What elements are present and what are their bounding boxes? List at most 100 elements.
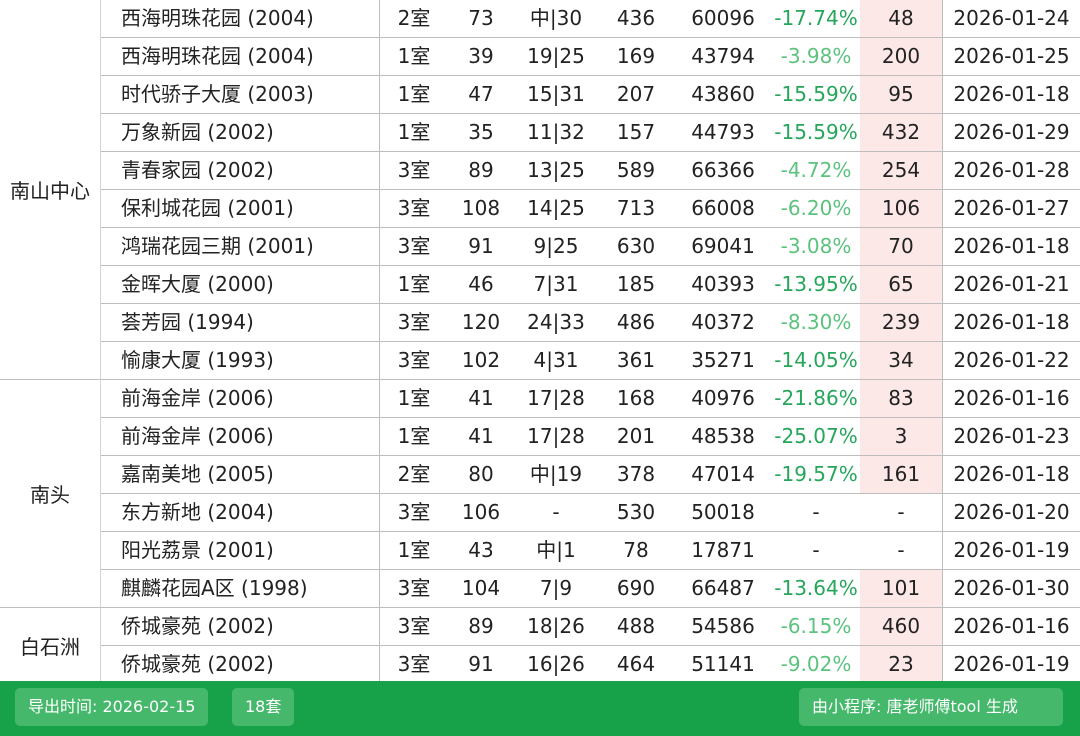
- export-time-label: 导出时间: 2026-02-15: [15, 688, 209, 726]
- listing-name: 前海金岸 (2006): [101, 418, 380, 455]
- total-price: 157: [616, 120, 656, 144]
- price-change: -13.95%: [774, 272, 858, 296]
- area-value: 47: [468, 82, 494, 106]
- total-price: 436: [616, 6, 656, 30]
- price-change: -17.74%: [774, 6, 858, 30]
- table-row[interactable]: 时代骄子大厦 (2003) 1室 47 15|31 207 43860 -15.59% 95 2…: [101, 76, 1080, 114]
- unit-price: 54586: [691, 614, 755, 638]
- listing-name: 鸿瑞花园三期 (2001): [101, 228, 380, 265]
- listing-name: 荟芳园 (1994): [101, 304, 380, 341]
- days-on-market: 70: [860, 228, 942, 265]
- listing-name: 侨城豪苑 (2002): [101, 646, 380, 683]
- table-row[interactable]: 东方新地 (2004) 3室 106 - 530 50018 - - 2026-01-20: [101, 494, 1080, 532]
- table-row[interactable]: 前海金岸 (2006) 1室 41 17|28 201 48538 -25.07% 3 2026…: [101, 418, 1080, 456]
- days-on-market: 34: [860, 342, 942, 379]
- floor-value: 9|25: [533, 234, 579, 258]
- price-change: -19.57%: [774, 462, 858, 486]
- floor-value: 19|25: [527, 44, 585, 68]
- listing-date: 2026-01-18: [942, 456, 1080, 493]
- room-type: 3室: [397, 348, 431, 372]
- table-row[interactable]: 阳光荔景 (2001) 1室 43 中|1 78 17871 - - 2026-01-19: [101, 532, 1080, 570]
- total-price: 185: [616, 272, 656, 296]
- unit-price: 66366: [691, 158, 755, 182]
- table-row[interactable]: 西海明珠花园 (2004) 2室 73 中|30 436 60096 -17.74% 48 20…: [101, 0, 1080, 38]
- area-value: 108: [461, 196, 501, 220]
- area-value: 35: [468, 120, 494, 144]
- room-type: 3室: [397, 234, 431, 258]
- days-on-market: 48: [860, 0, 942, 37]
- room-type: 1室: [397, 538, 431, 562]
- price-change: -4.72%: [780, 158, 852, 182]
- table-row[interactable]: 西海明珠花园 (2004) 1室 39 19|25 169 43794 -3.98% 200 2…: [101, 38, 1080, 76]
- table-row[interactable]: 麒麟花园A区 (1998) 3室 104 7|9 690 66487 -13.64% 101 2…: [101, 570, 1080, 608]
- listing-name: 万象新园 (2002): [101, 114, 380, 151]
- listing-date: 2026-01-29: [942, 114, 1080, 151]
- listing-date: 2026-01-25: [942, 38, 1080, 75]
- days-on-market: 3: [860, 418, 942, 455]
- total-price: 169: [616, 44, 656, 68]
- total-price: 486: [616, 310, 656, 334]
- table-row[interactable]: 金晖大厦 (2000) 1室 46 7|31 185 40393 -13.95% 65 2026…: [101, 266, 1080, 304]
- room-type: 3室: [397, 310, 431, 334]
- unit-price: 43860: [691, 82, 755, 106]
- total-price: 378: [616, 462, 656, 486]
- price-change: -14.05%: [774, 348, 858, 372]
- area-value: 39: [468, 44, 494, 68]
- table-row[interactable]: 青春家园 (2002) 3室 89 13|25 589 66366 -4.72% 254 202…: [101, 152, 1080, 190]
- days-on-market: 106: [860, 190, 942, 227]
- unit-price: 69041: [691, 234, 755, 258]
- total-price: 589: [616, 158, 656, 182]
- unit-price: 51141: [691, 652, 755, 676]
- floor-value: -: [552, 500, 560, 524]
- listing-date: 2026-01-27: [942, 190, 1080, 227]
- listing-name: 麒麟花园A区 (1998): [101, 570, 380, 607]
- floor-value: 17|28: [527, 386, 585, 410]
- listing-name: 金晖大厦 (2000): [101, 266, 380, 303]
- footer-bar: 导出时间: 2026-02-15 18套 由小程序: 唐老师傅tool 生成: [0, 681, 1080, 736]
- listing-name: 时代骄子大厦 (2003): [101, 76, 380, 113]
- area-value: 89: [468, 614, 494, 638]
- table-row[interactable]: 前海金岸 (2006) 1室 41 17|28 168 40976 -21.86% 83 202…: [101, 380, 1080, 418]
- days-on-market: 95: [860, 76, 942, 113]
- room-type: 1室: [397, 386, 431, 410]
- floor-value: 18|26: [527, 614, 585, 638]
- table-row[interactable]: 保利城花园 (2001) 3室 108 14|25 713 66008 -6.20% 106 2…: [101, 190, 1080, 228]
- table-row[interactable]: 愉康大厦 (1993) 3室 102 4|31 361 35271 -14.05% 34 202…: [101, 342, 1080, 380]
- floor-value: 15|31: [527, 82, 585, 106]
- unit-price: 60096: [691, 6, 755, 30]
- total-price: 690: [616, 576, 656, 600]
- floor-value: 14|25: [527, 196, 585, 220]
- price-change: -: [812, 500, 820, 524]
- area-value: 106: [461, 500, 501, 524]
- table-row[interactable]: 嘉南美地 (2005) 2室 80 中|19 378 47014 -19.57% 161 202…: [101, 456, 1080, 494]
- price-change: -15.59%: [774, 82, 858, 106]
- listing-date: 2026-01-16: [942, 608, 1080, 645]
- listing-name: 愉康大厦 (1993): [101, 342, 380, 379]
- mini-program-credit[interactable]: 由小程序: 唐老师傅tool 生成: [799, 688, 1063, 726]
- unit-price: 66008: [691, 196, 755, 220]
- table-row[interactable]: 侨城豪苑 (2002) 3室 89 18|26 488 54586 -6.15% 460 202…: [101, 608, 1080, 646]
- unit-price: 40372: [691, 310, 755, 334]
- table-row[interactable]: 侨城豪苑 (2002) 3室 91 16|26 464 51141 -9.02% 23 2026…: [101, 646, 1080, 684]
- table-row[interactable]: 荟芳园 (1994) 3室 120 24|33 486 40372 -8.30% 239 202…: [101, 304, 1080, 342]
- price-change: -21.86%: [774, 386, 858, 410]
- days-on-market: 432: [860, 114, 942, 151]
- unit-price: 48538: [691, 424, 755, 448]
- unit-price: 47014: [691, 462, 755, 486]
- total-price: 464: [616, 652, 656, 676]
- unit-price: 50018: [691, 500, 755, 524]
- listing-name: 侨城豪苑 (2002): [101, 608, 380, 645]
- days-on-market: 83: [860, 380, 942, 417]
- listing-name: 西海明珠花园 (2004): [101, 38, 380, 75]
- days-on-market: -: [897, 538, 905, 562]
- price-change: -9.02%: [780, 652, 852, 676]
- table-row[interactable]: 鸿瑞花园三期 (2001) 3室 91 9|25 630 69041 -3.08% 70 202…: [101, 228, 1080, 266]
- unit-price: 40393: [691, 272, 755, 296]
- area-value: 46: [468, 272, 494, 296]
- room-type: 1室: [397, 82, 431, 106]
- listing-date: 2026-01-22: [942, 342, 1080, 379]
- listing-date: 2026-01-20: [942, 494, 1080, 531]
- unit-price: 17871: [691, 538, 755, 562]
- table-row[interactable]: 万象新园 (2002) 1室 35 11|32 157 44793 -15.59% 432 20…: [101, 114, 1080, 152]
- area-value: 104: [461, 576, 501, 600]
